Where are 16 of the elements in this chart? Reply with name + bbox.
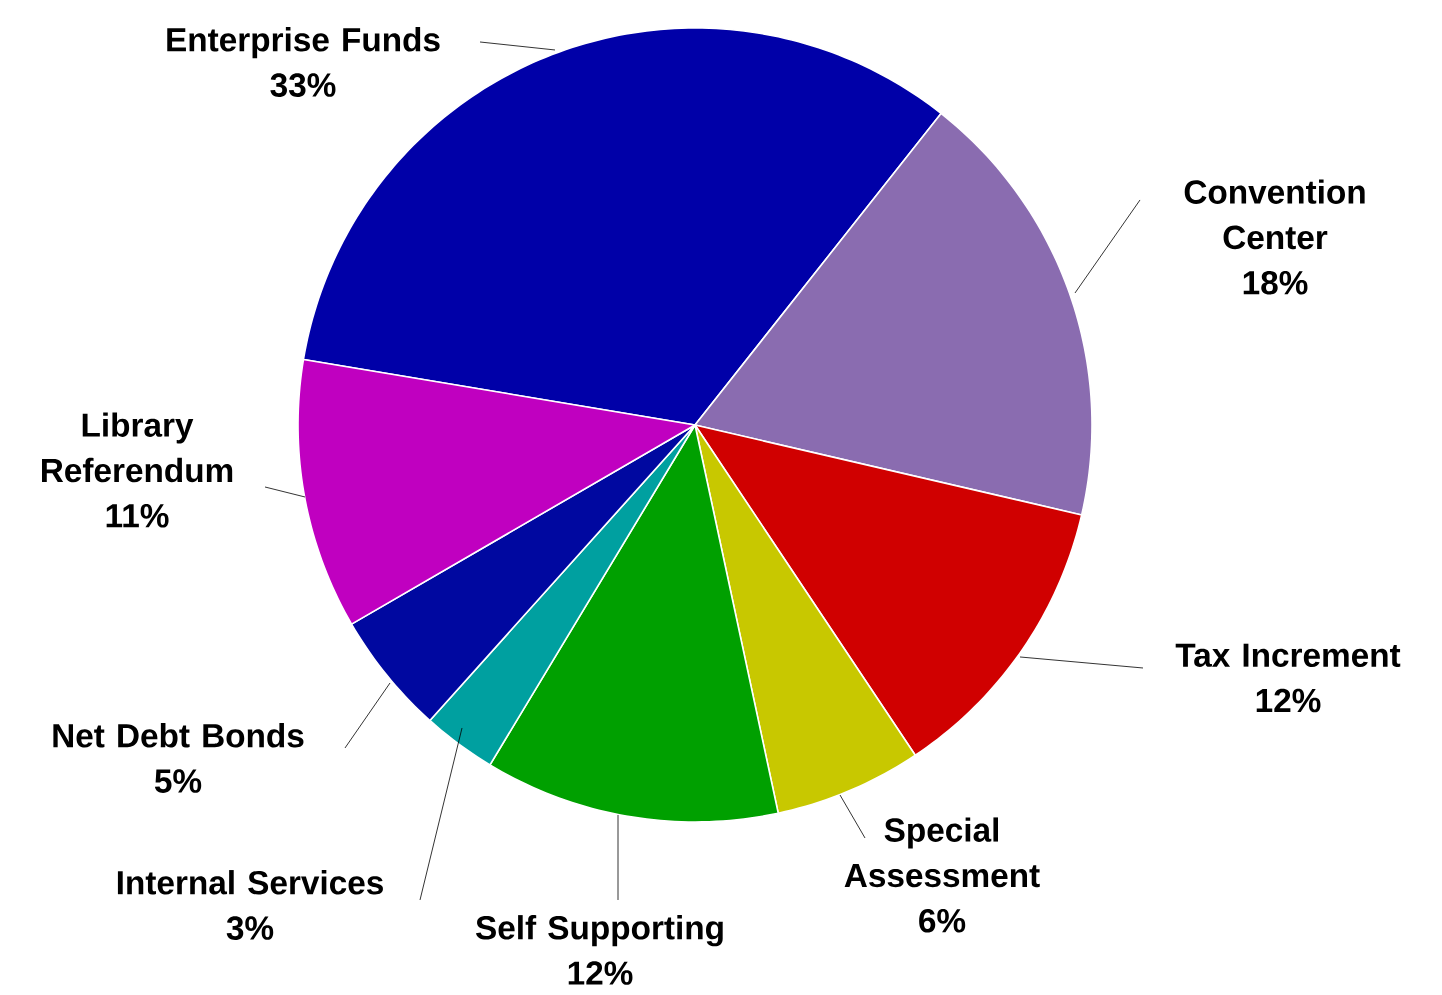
slice-label: Net Debt Bonds bbox=[53, 723, 304, 748]
data-label: 33% bbox=[270, 73, 336, 97]
slice-label: Enterprise Funds bbox=[167, 27, 440, 59]
slice-label: Self Supporting bbox=[475, 915, 723, 947]
slice-label: Library Referendum bbox=[42, 412, 233, 483]
slice-label: Internal Services bbox=[117, 870, 383, 895]
data-label: 3% bbox=[226, 916, 274, 940]
data-label: 18% bbox=[1243, 270, 1308, 295]
slice-label: Special Assessment bbox=[844, 817, 1040, 888]
data-label: 12% bbox=[1256, 688, 1321, 713]
data-label: 11% bbox=[106, 504, 169, 528]
slice-label: Tax Increment bbox=[1175, 643, 1401, 667]
data-label: 6% bbox=[919, 908, 966, 933]
data-label: 12% bbox=[568, 961, 633, 985]
slice-label: Convention Center bbox=[1184, 179, 1365, 250]
data-label: 5% bbox=[154, 769, 202, 793]
